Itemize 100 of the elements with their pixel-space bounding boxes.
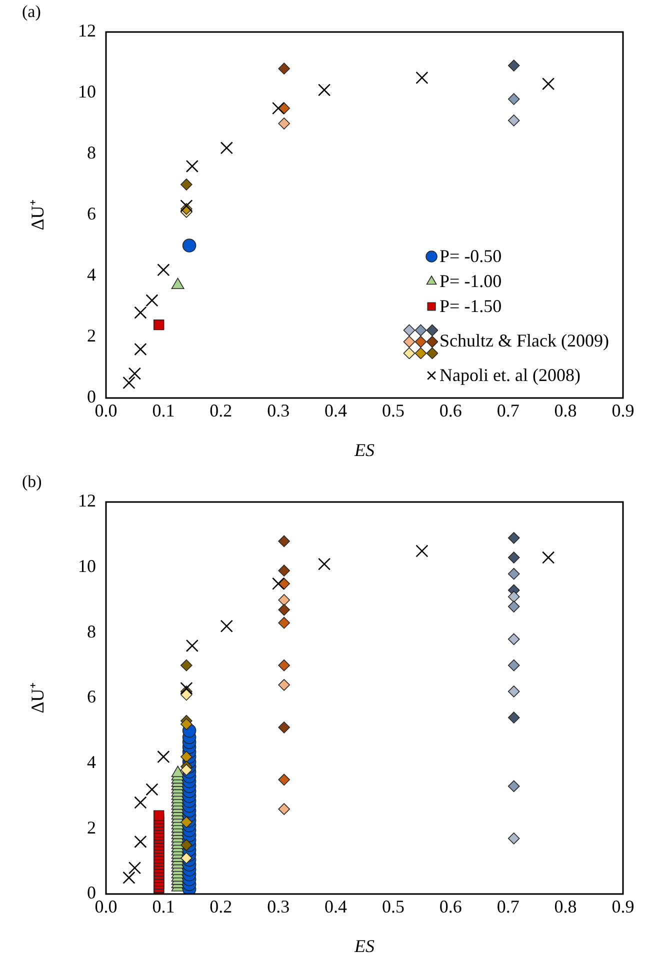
x-tick-label: 0.6 <box>439 400 462 421</box>
point <box>180 659 192 672</box>
point <box>278 118 290 130</box>
x-tick-label: 0.6 <box>439 896 462 917</box>
point <box>278 594 290 606</box>
point <box>157 750 170 764</box>
x-tick-label: 0.0 <box>94 400 118 421</box>
x-tick-label: 0.4 <box>324 400 348 421</box>
y-tick-label: 8 <box>87 621 96 642</box>
point <box>508 659 520 672</box>
point <box>180 764 192 776</box>
point <box>186 639 198 652</box>
x-tick-label: 0.7 <box>496 400 520 421</box>
x-tick-label: 0.7 <box>496 896 520 917</box>
x-tick-label: 0.5 <box>382 896 404 917</box>
x-tick-label: 0.2 <box>210 400 232 421</box>
x-tick-label: 0.8 <box>554 400 577 421</box>
point <box>508 60 520 72</box>
y-tick-label: 8 <box>87 142 96 163</box>
point <box>180 688 192 701</box>
point <box>134 835 147 848</box>
point <box>318 84 331 96</box>
point <box>508 832 520 844</box>
point <box>508 686 520 698</box>
point <box>278 604 290 616</box>
point <box>154 810 164 821</box>
y-tick-label: 2 <box>87 817 96 838</box>
point <box>180 178 192 190</box>
legend-label: P= -1.00 <box>440 271 502 292</box>
y-tick-label: 4 <box>87 264 96 285</box>
point <box>122 871 136 884</box>
point <box>508 633 520 646</box>
point <box>508 568 520 580</box>
x-axis-title: ES <box>354 936 374 956</box>
x-axis-title: ES <box>354 440 374 460</box>
legend-label: P= -0.50 <box>440 246 502 266</box>
point <box>508 552 520 564</box>
point <box>180 750 192 763</box>
point <box>180 839 192 851</box>
x-tick-label: 0.3 <box>267 400 290 421</box>
y-tick-label: 4 <box>87 752 96 772</box>
point <box>508 93 520 105</box>
x-tick-label: 0.8 <box>554 896 577 917</box>
point <box>416 71 428 84</box>
point <box>146 294 158 307</box>
point <box>278 535 290 548</box>
point <box>508 590 520 603</box>
y-tick-label: 6 <box>87 204 96 224</box>
x-tick-label: 0.9 <box>612 896 634 917</box>
point <box>134 306 147 319</box>
point <box>180 718 192 730</box>
y-tick-label: 0 <box>87 386 96 407</box>
point <box>134 342 147 356</box>
point <box>318 558 331 570</box>
point <box>278 62 290 74</box>
legend-label: P= -1.50 <box>440 296 502 316</box>
x-tick-label: 0.3 <box>267 896 290 917</box>
y-axis-title: ΔU⁺ <box>28 200 48 230</box>
point <box>122 376 136 390</box>
point <box>278 616 290 629</box>
point <box>220 142 233 154</box>
y-tick-label: 0 <box>87 882 96 903</box>
point <box>508 532 520 544</box>
x-tick-label: 0.4 <box>324 896 348 917</box>
point <box>278 659 290 672</box>
x-tick-label: 0.1 <box>152 400 175 421</box>
x-tick-label: 0.0 <box>94 896 118 917</box>
legend-label: Schultz & Flack (2009) <box>440 330 610 351</box>
point <box>508 600 520 612</box>
y-tick-label: 12 <box>78 20 96 41</box>
chart-title: (b) <box>22 472 42 491</box>
point <box>278 679 290 691</box>
point <box>154 319 164 330</box>
y-tick-label: 12 <box>78 490 96 511</box>
point <box>542 551 555 564</box>
y-tick-label: 10 <box>78 556 96 576</box>
point <box>508 780 520 792</box>
point <box>272 102 285 115</box>
chart-title: (a) <box>22 2 41 21</box>
point <box>128 367 142 380</box>
point <box>542 78 555 90</box>
point <box>134 796 147 809</box>
y-tick-label: 6 <box>87 686 96 707</box>
x-tick-label: 0.5 <box>382 400 404 421</box>
point <box>180 200 193 212</box>
point <box>278 774 290 786</box>
legend-label: Napoli et. al (2008) <box>440 365 580 386</box>
point <box>278 564 290 576</box>
point <box>220 620 233 632</box>
point <box>186 160 198 173</box>
point <box>182 238 196 252</box>
point <box>180 816 192 828</box>
point <box>278 722 290 734</box>
point <box>157 264 170 276</box>
point <box>128 862 142 874</box>
point <box>180 852 192 864</box>
point <box>278 803 290 815</box>
point <box>508 712 520 724</box>
x-tick-label: 0.9 <box>612 400 634 421</box>
y-tick-label: 2 <box>87 326 96 346</box>
